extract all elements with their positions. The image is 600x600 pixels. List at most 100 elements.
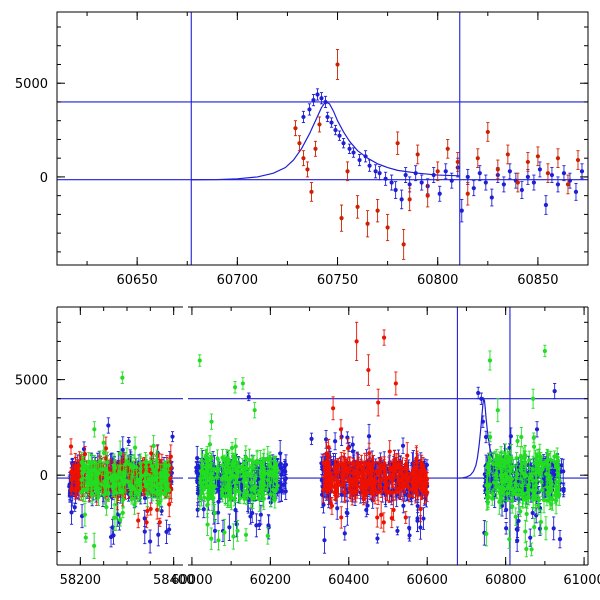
- marker: [133, 490, 138, 495]
- data-point: [471, 180, 476, 197]
- data-point: [144, 516, 149, 529]
- data-point: [201, 500, 206, 519]
- marker: [101, 440, 106, 445]
- marker: [110, 484, 115, 490]
- data-point: [164, 460, 169, 486]
- marker: [111, 463, 117, 468]
- data-point: [124, 447, 129, 475]
- marker: [142, 496, 148, 501]
- marker: [157, 520, 162, 525]
- data-point: [525, 152, 530, 172]
- marker: [168, 454, 173, 459]
- marker: [82, 452, 88, 457]
- marker: [385, 225, 390, 230]
- marker: [68, 444, 74, 449]
- marker: [195, 507, 200, 512]
- marker: [110, 525, 115, 530]
- marker: [395, 141, 400, 146]
- y-tick-label: 5000: [15, 374, 48, 389]
- data-point: [80, 466, 86, 480]
- data-point: [102, 485, 107, 505]
- data-point: [69, 500, 74, 525]
- data-point: [92, 421, 97, 438]
- marker: [95, 478, 100, 483]
- marker: [83, 535, 88, 540]
- marker: [301, 156, 306, 161]
- data-point: [345, 161, 350, 182]
- data-point: [164, 519, 169, 544]
- data-point: [485, 122, 490, 142]
- data-point: [535, 146, 541, 167]
- data-point: [311, 94, 316, 107]
- data-point: [545, 163, 551, 183]
- data-point: [431, 167, 436, 183]
- marker: [159, 479, 164, 484]
- data-point: [167, 524, 172, 535]
- data-point: [333, 124, 338, 136]
- marker: [115, 494, 120, 500]
- bottom-panel-1: 58200 58400 0 5000: [15, 306, 194, 588]
- data-point: [335, 49, 340, 80]
- marker: [113, 515, 119, 520]
- data-point: [525, 168, 530, 185]
- data-point: [425, 183, 430, 208]
- x-tick-label: 60650: [116, 273, 157, 288]
- data-point: [389, 174, 394, 191]
- data-point: [101, 434, 106, 451]
- data-point: [351, 147, 356, 158]
- marker: [105, 460, 110, 465]
- marker: [373, 169, 378, 174]
- data-series: [79, 371, 172, 560]
- data-point: [117, 466, 122, 477]
- data-point: [145, 506, 150, 516]
- marker: [120, 375, 125, 380]
- data-point: [355, 195, 360, 219]
- marker: [507, 169, 512, 174]
- marker: [357, 157, 362, 163]
- data-point: [407, 187, 412, 212]
- data-point: [121, 491, 126, 508]
- data-point: [155, 459, 160, 476]
- marker: [383, 176, 388, 181]
- data-point: [323, 95, 328, 109]
- bottom-full-plot: 58200 58400 0 5000 60000 60200 60400 60600 60800…: [15, 306, 600, 588]
- marker: [389, 180, 394, 185]
- data-point: [170, 431, 175, 443]
- marker: [104, 505, 109, 510]
- marker: [227, 525, 232, 530]
- top-zoom-plot: 60650 60700 60750 60800 60850 0 5000: [15, 11, 589, 288]
- data-point: [435, 161, 440, 182]
- marker: [315, 92, 320, 97]
- data-point: [73, 452, 78, 479]
- data-point: [575, 150, 581, 170]
- marker: [155, 507, 160, 512]
- data-point: [98, 450, 103, 472]
- data-point: [399, 189, 404, 210]
- data-point: [537, 161, 543, 178]
- data-point: [118, 513, 123, 527]
- data-point: [543, 195, 549, 215]
- data-point: [341, 138, 346, 149]
- marker: [565, 182, 571, 187]
- marker: [258, 512, 263, 517]
- marker: [339, 216, 344, 221]
- data-point: [561, 165, 567, 182]
- data-point: [110, 518, 115, 536]
- marker: [164, 529, 169, 534]
- data-point: [159, 506, 164, 516]
- data-point: [579, 163, 585, 180]
- data-point: [92, 532, 97, 560]
- data-point: [531, 174, 536, 191]
- data-point: [104, 498, 109, 516]
- data-series: [293, 49, 581, 260]
- marker: [167, 527, 172, 532]
- data-point: [301, 110, 306, 124]
- data-point: [148, 529, 153, 554]
- marker: [123, 462, 128, 467]
- marker: [561, 171, 567, 176]
- data-point: [136, 512, 141, 529]
- marker: [307, 107, 312, 112]
- x-tick-label: 58200: [60, 573, 101, 588]
- marker: [549, 172, 555, 178]
- data-point: [401, 228, 406, 260]
